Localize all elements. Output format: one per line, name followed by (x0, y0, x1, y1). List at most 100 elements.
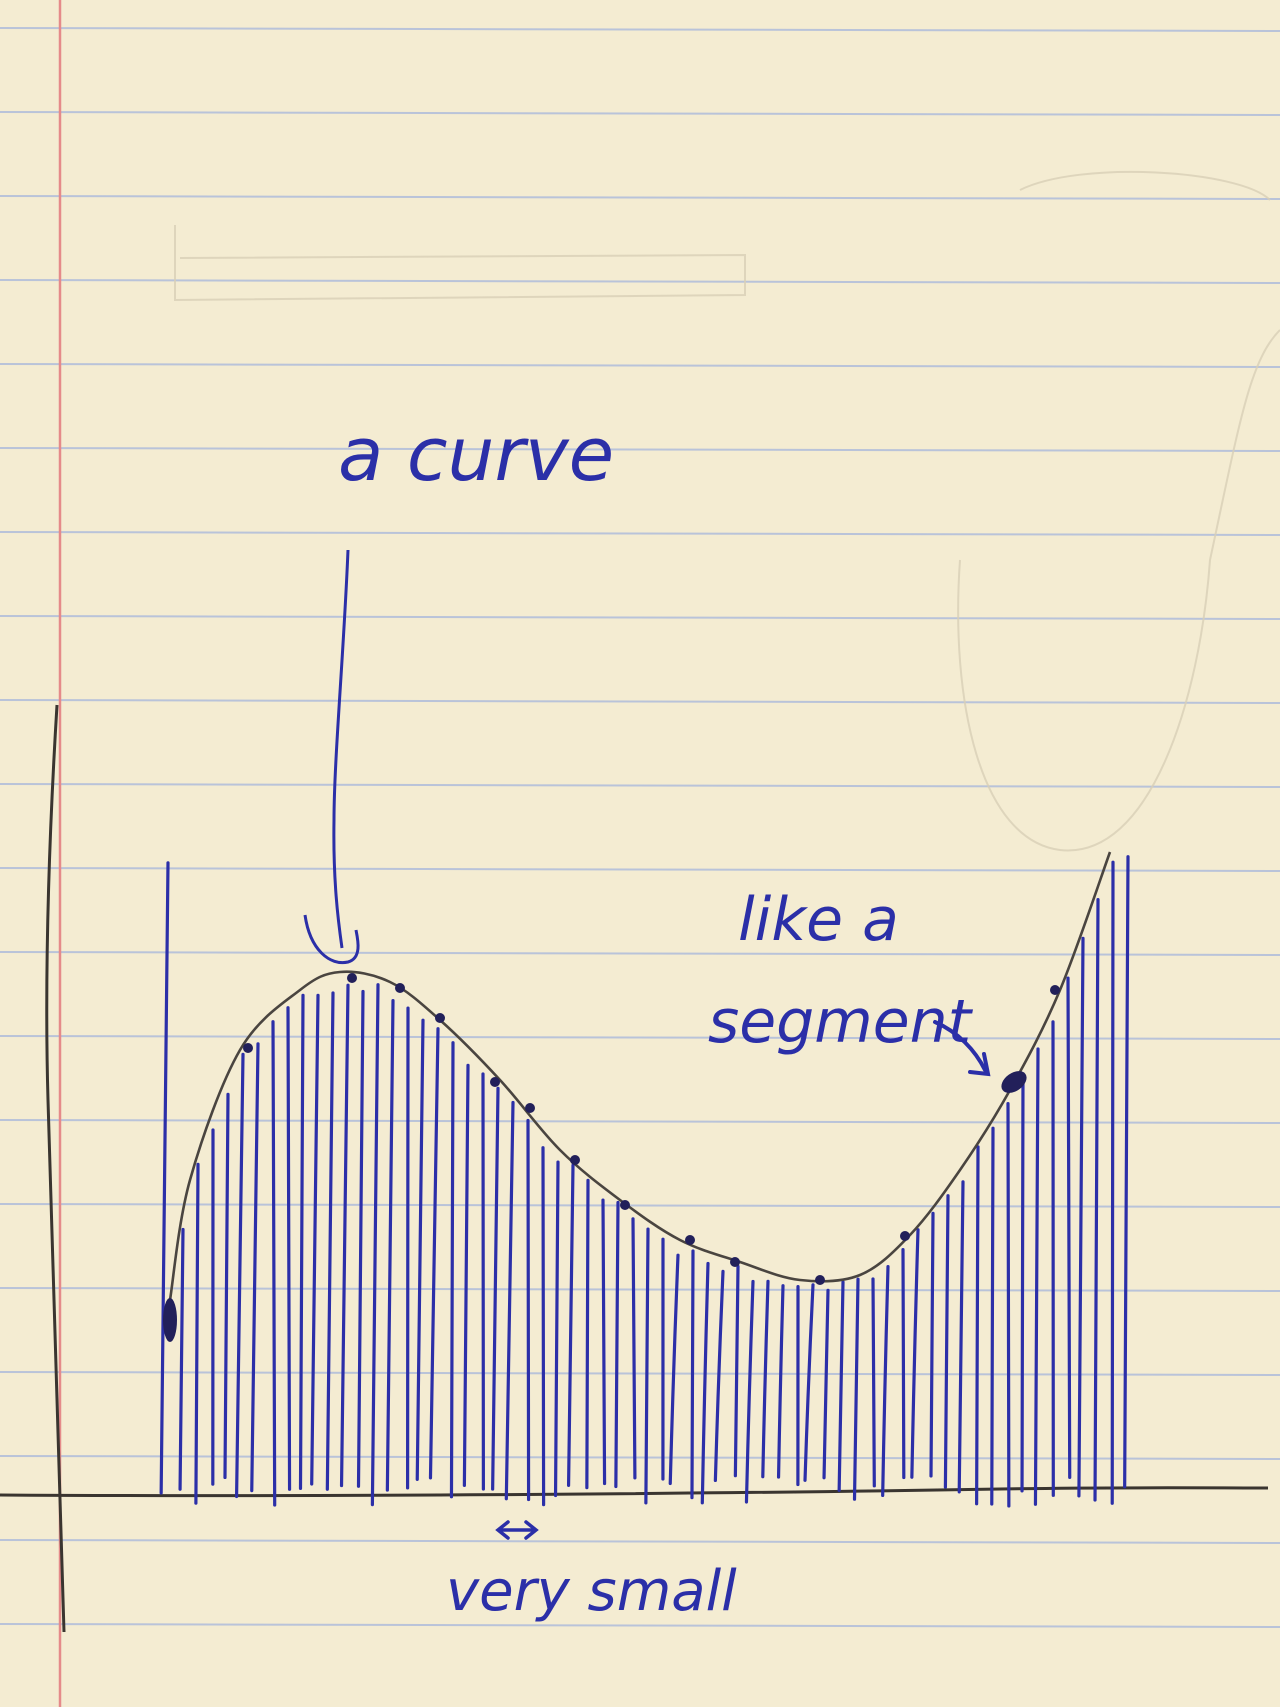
curve-dot (525, 1103, 535, 1113)
hatch-strip (977, 1147, 978, 1504)
hatch-strip (715, 1271, 723, 1480)
ruled-line (0, 616, 1280, 619)
curve-label: a curve (338, 412, 614, 498)
hatch-strip (839, 1282, 843, 1490)
hatch-strip (1112, 862, 1113, 1503)
ruled-line (0, 1624, 1280, 1627)
hatch-strip (855, 1279, 858, 1499)
small-label: very small (446, 1559, 737, 1624)
curve-dot (490, 1077, 500, 1087)
segment-highlight (997, 1067, 1030, 1098)
hatch-strip (543, 1148, 544, 1505)
hatch-strip (1125, 857, 1128, 1487)
ruled-line (0, 280, 1280, 283)
ruled-line (0, 700, 1280, 703)
ruled-line (0, 448, 1280, 451)
hatch-strip (735, 1266, 738, 1475)
hatch-strip (528, 1120, 529, 1499)
hatch-strip (616, 1202, 618, 1486)
hatch-strip (387, 1001, 393, 1490)
ruled-line (0, 1120, 1280, 1123)
y-axis (47, 705, 64, 1632)
hatch-strip (1079, 938, 1083, 1496)
ruled-line (0, 1036, 1280, 1039)
hatch-strip (252, 1044, 258, 1491)
hatch-strip (931, 1213, 933, 1476)
hatch-strip (746, 1282, 753, 1502)
erased-marks (175, 172, 1280, 851)
hatch-strip (824, 1290, 828, 1477)
hatch-strip (556, 1162, 558, 1495)
hatch-strip (903, 1250, 904, 1478)
hatch-strip (288, 1008, 290, 1490)
hatch-strip (417, 1020, 423, 1479)
segment-label-line1: like a (738, 885, 899, 955)
double-arrow-icon (498, 1522, 536, 1538)
hatch-strip (912, 1230, 918, 1477)
hatch-strip (327, 993, 333, 1489)
hatch-strip (646, 1229, 648, 1503)
hatch-strip (779, 1286, 783, 1477)
hatch-strip (1095, 900, 1098, 1500)
hatch-strip (992, 1128, 993, 1504)
hatch-strip (506, 1102, 513, 1498)
hatch-strip (196, 1164, 198, 1503)
hatch-strip (1068, 978, 1070, 1477)
ruled-lines (0, 28, 1280, 1627)
ruled-line (0, 28, 1280, 31)
hatch-strip (273, 1022, 275, 1505)
ruled-line (0, 196, 1280, 199)
function-curve (170, 852, 1110, 1300)
curve-dot (730, 1257, 740, 1267)
hatch-strip (180, 1229, 183, 1489)
hatch-strip (225, 1094, 228, 1477)
ruled-line (0, 952, 1280, 955)
hatch-strip (1035, 1049, 1038, 1504)
curve-dot (243, 1043, 253, 1053)
hatch-strip (883, 1267, 888, 1496)
curve-dot (395, 983, 405, 993)
hatch-strip (702, 1264, 708, 1503)
ruled-line (0, 1288, 1280, 1291)
curve-dot (435, 1013, 445, 1023)
hatch-strip (587, 1180, 588, 1487)
hatch-strip (342, 985, 348, 1485)
hatch-strip (1022, 1074, 1023, 1491)
ruled-line (0, 364, 1280, 367)
hatch-strip (603, 1200, 605, 1483)
ruled-line (0, 1456, 1280, 1459)
ruled-line (0, 1540, 1280, 1543)
curve-dot (620, 1200, 630, 1210)
hatch-strip (805, 1285, 813, 1480)
hatch-strip (692, 1251, 693, 1498)
ruled-line (0, 532, 1280, 535)
hatch-strip (359, 991, 363, 1486)
hatch-strip (633, 1219, 635, 1478)
hatch-strip (430, 1029, 438, 1478)
peak-bracket (305, 915, 358, 963)
hatch-strip (464, 1065, 468, 1485)
ruled-line (0, 1204, 1280, 1207)
ruled-line (0, 1372, 1280, 1375)
hatch-strip (959, 1182, 963, 1492)
curve-dot (815, 1275, 825, 1285)
curve-dot (900, 1231, 910, 1241)
hatch-strip (161, 863, 168, 1493)
curve-pointer-line (334, 550, 348, 948)
hatch-strip (1008, 1104, 1009, 1506)
ruled-line (0, 868, 1280, 871)
start-blob (163, 1298, 177, 1342)
hatch-strip (301, 995, 303, 1488)
curve-dot (347, 973, 357, 983)
hatch-strip (372, 985, 378, 1505)
hatch-strip (763, 1281, 768, 1476)
ruled-line (0, 112, 1280, 115)
curve-dot (1050, 985, 1060, 995)
hatch-strip (569, 1165, 573, 1485)
curve-dot (570, 1155, 580, 1165)
ruled-line (0, 784, 1280, 787)
hatch-strip (873, 1279, 874, 1486)
curve-dot (685, 1235, 695, 1245)
hatch-strip (451, 1043, 453, 1497)
